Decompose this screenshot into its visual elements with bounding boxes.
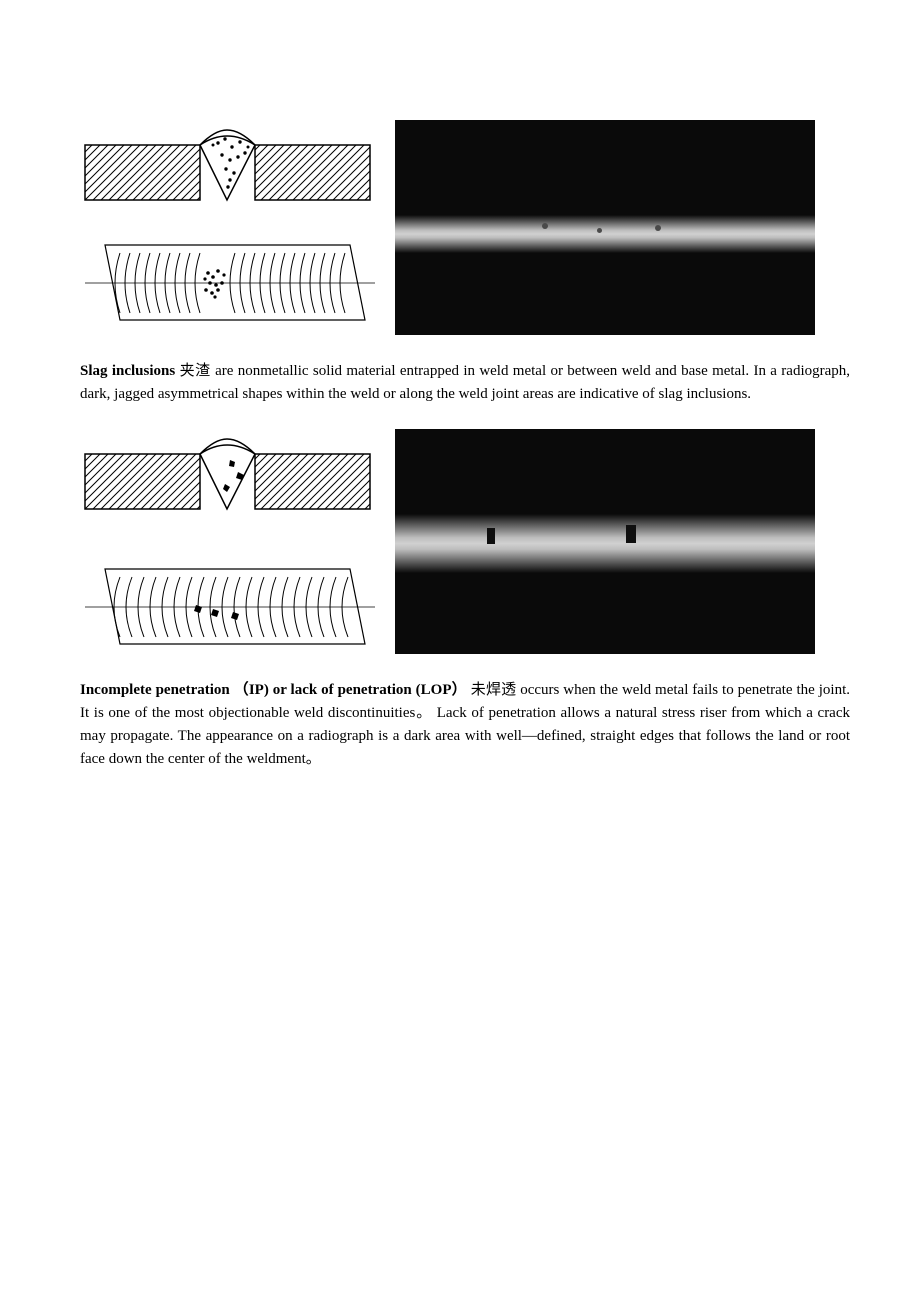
- figure-1-diagrams: [80, 125, 375, 330]
- slag-inclusions-paragraph: Slag inclusions 夹渣 are nonmetallic solid…: [80, 360, 850, 407]
- slag-crosssection-diagram: [80, 434, 375, 524]
- slag-title: Slag inclusions: [80, 363, 175, 379]
- figure-2-row: [80, 429, 850, 654]
- ip-title-cn: 未焊透: [471, 682, 517, 698]
- porosity-topview-diagram: [80, 235, 375, 330]
- incomplete-penetration-paragraph: Incomplete penetration （IP) or lack of p…: [80, 679, 850, 772]
- porosity-radiograph: [395, 120, 815, 335]
- slag-radiograph: [395, 429, 815, 654]
- figure-2-diagrams: [80, 434, 375, 654]
- slag-title-cn: 夹渣: [180, 363, 211, 379]
- slag-topview-diagram: [80, 559, 375, 654]
- figure-1-row: [80, 120, 850, 335]
- porosity-crosssection-diagram: [80, 125, 375, 215]
- document-page: Slag inclusions 夹渣 are nonmetallic solid…: [0, 0, 920, 854]
- ip-title: Incomplete penetration （IP) or lack of p…: [80, 682, 467, 698]
